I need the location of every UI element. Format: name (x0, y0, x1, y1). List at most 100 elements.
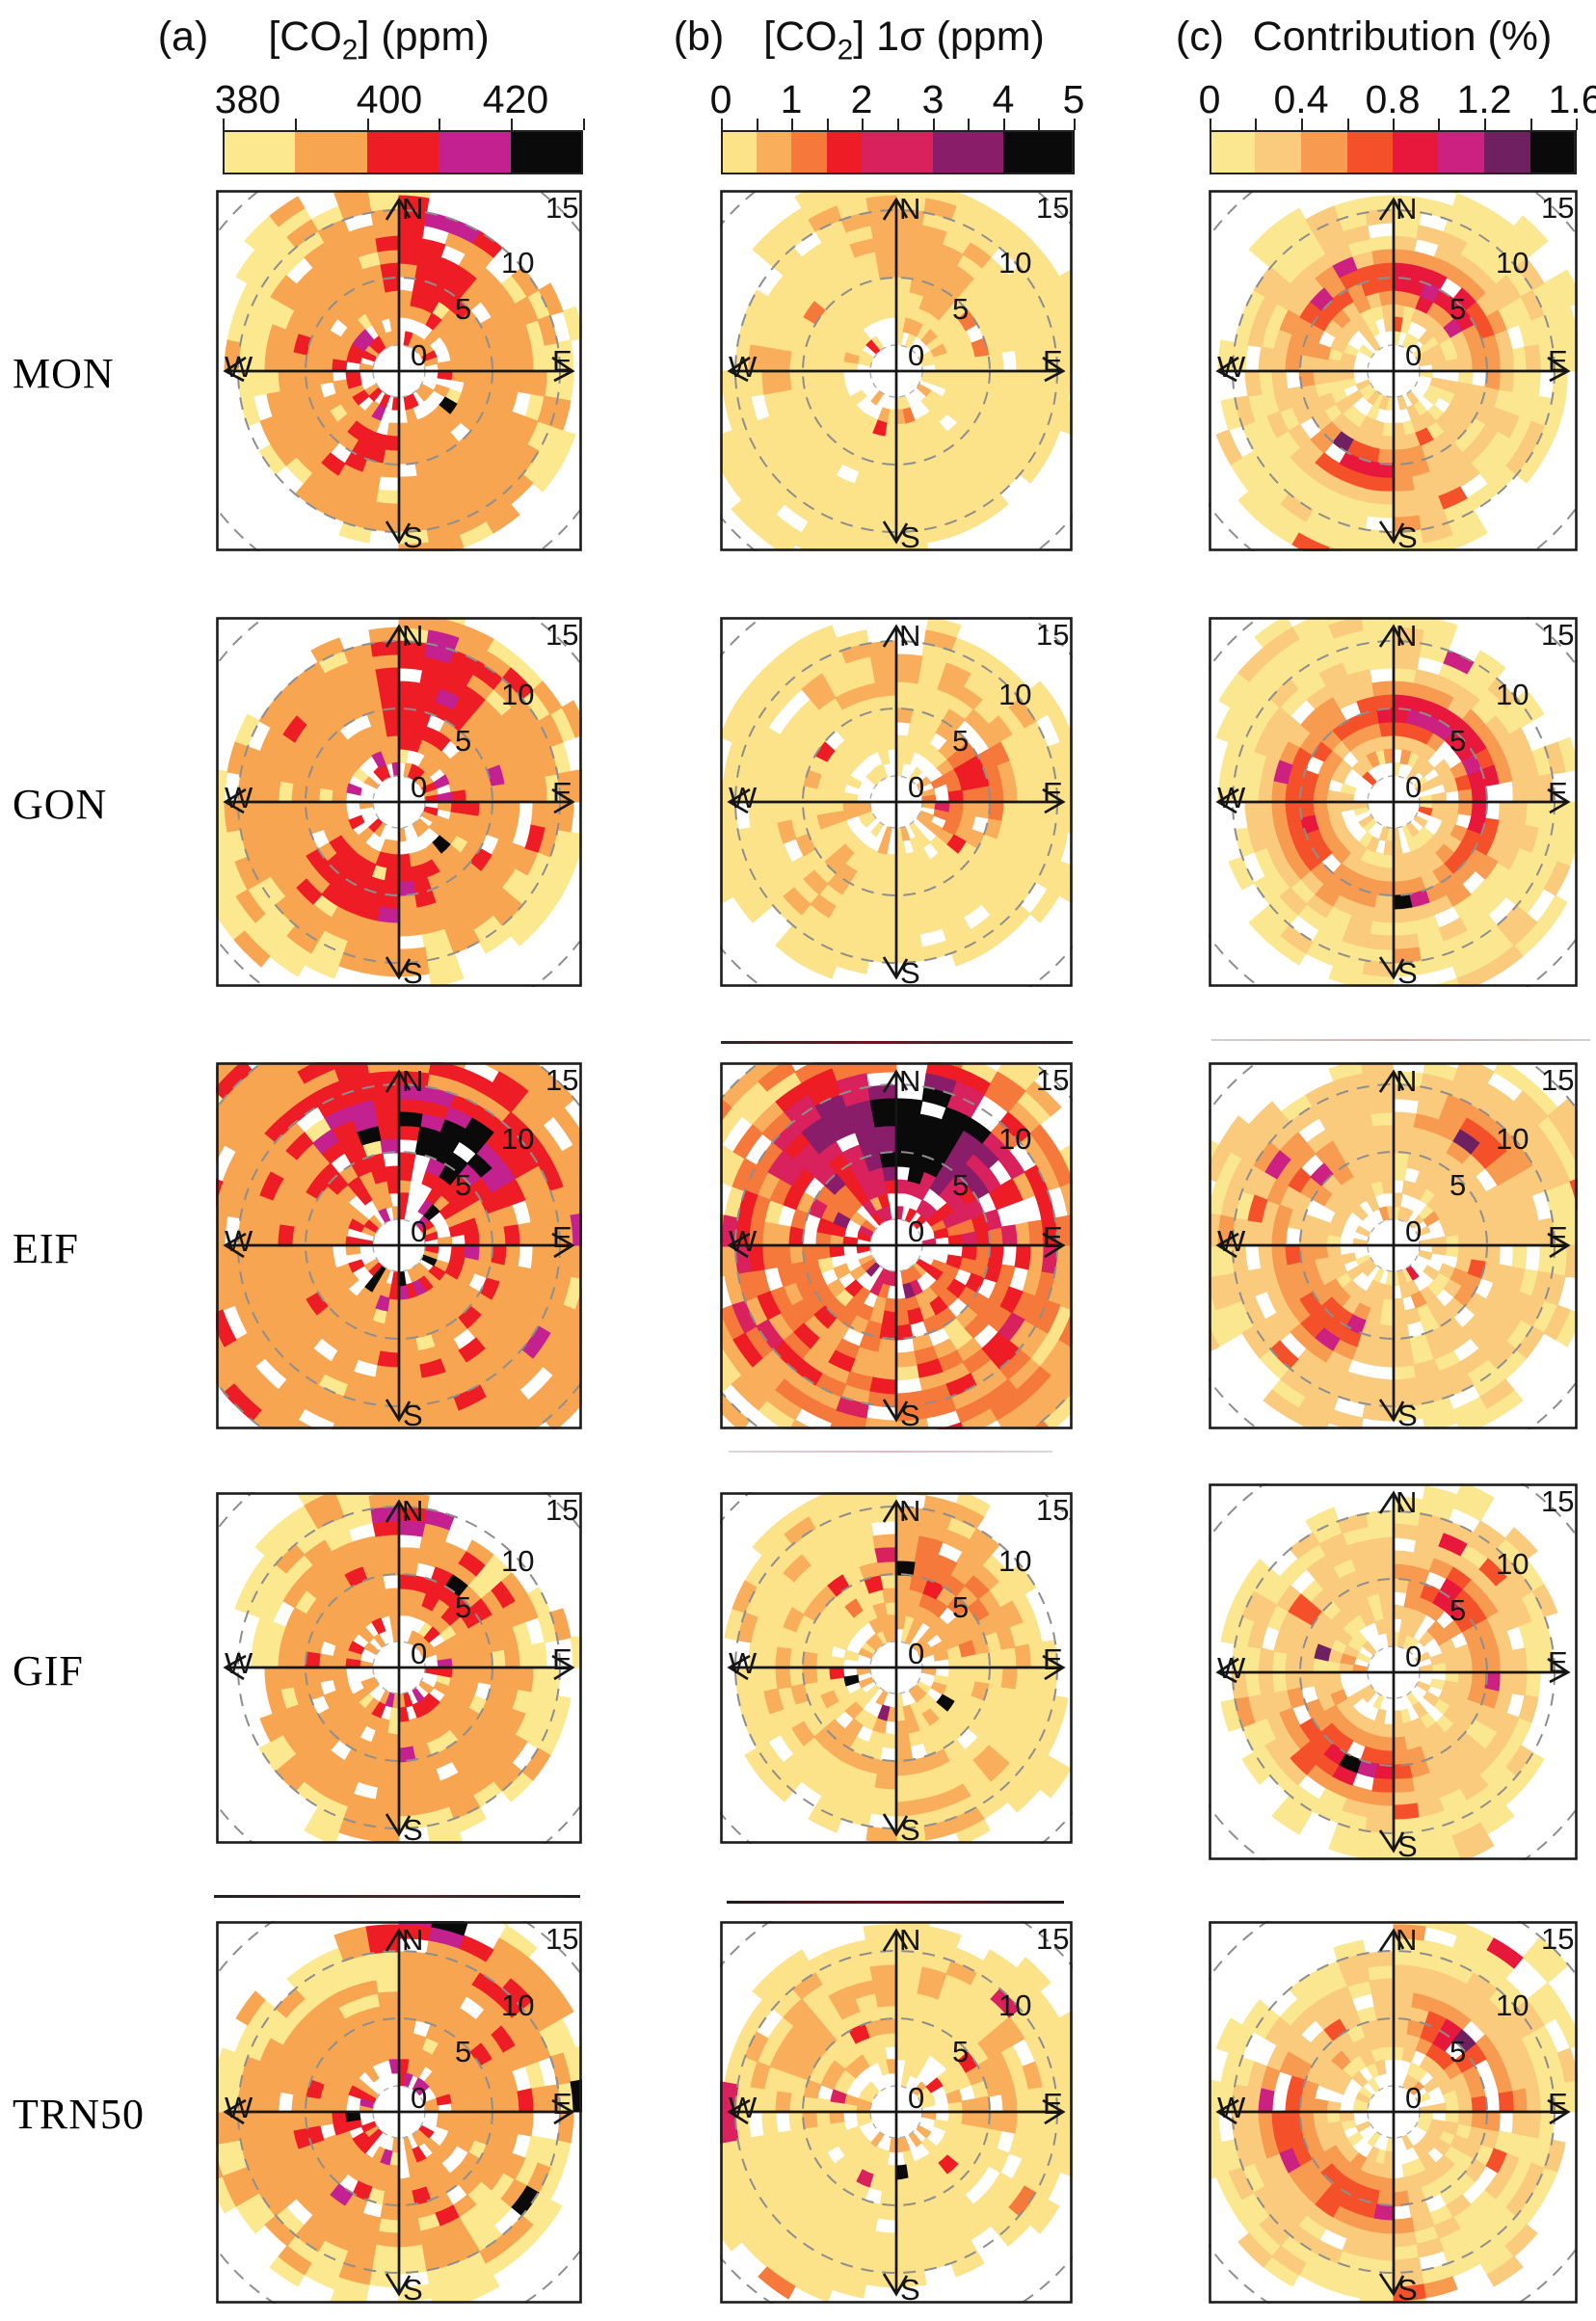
svg-text:5: 5 (952, 2035, 969, 2068)
svg-text:0: 0 (411, 1637, 427, 1670)
svg-text:N: N (1396, 619, 1417, 653)
svg-text:S: S (403, 1813, 423, 1844)
svg-text:N: N (402, 1923, 423, 1957)
svg-text:5: 5 (952, 292, 969, 326)
svg-text:15: 15 (545, 191, 578, 225)
svg-text:W: W (225, 2091, 253, 2124)
svg-text:E: E (1548, 1645, 1568, 1679)
svg-text:S: S (403, 520, 423, 551)
svg-text:W: W (1217, 1224, 1246, 1258)
svg-text:E: E (1548, 776, 1568, 810)
svg-text:W: W (225, 1224, 253, 1258)
svg-text:10: 10 (998, 1544, 1031, 1578)
svg-text:15: 15 (1541, 191, 1574, 225)
svg-text:0: 0 (411, 770, 427, 804)
svg-text:S: S (900, 520, 920, 551)
svg-text:5: 5 (1450, 1593, 1466, 1627)
svg-text:E: E (1043, 344, 1063, 378)
svg-text:10: 10 (998, 1122, 1031, 1156)
svg-text:N: N (1396, 1485, 1417, 1519)
svg-text:W: W (1217, 350, 1246, 384)
svg-text:5: 5 (455, 1590, 471, 1624)
svg-text:0: 0 (1405, 770, 1422, 804)
svg-text:W: W (1217, 2091, 1246, 2124)
svg-text:15: 15 (1541, 1063, 1574, 1097)
svg-text:E: E (1548, 2087, 1568, 2121)
svg-text:S: S (403, 1399, 423, 1429)
svg-text:15: 15 (1036, 618, 1069, 652)
svg-text:10: 10 (1496, 1988, 1529, 2022)
svg-text:W: W (729, 1224, 758, 1258)
svg-text:0: 0 (908, 338, 924, 372)
svg-text:5: 5 (1450, 1168, 1466, 1202)
svg-text:10: 10 (1496, 246, 1529, 280)
svg-text:E: E (552, 1220, 572, 1254)
svg-text:15: 15 (545, 1063, 578, 1097)
svg-text:W: W (225, 1646, 253, 1680)
svg-text:W: W (729, 1646, 758, 1680)
svg-text:N: N (1396, 1923, 1417, 1957)
svg-text:0: 0 (411, 338, 427, 372)
svg-text:10: 10 (501, 1988, 534, 2022)
svg-text:W: W (225, 781, 253, 814)
svg-text:15: 15 (1036, 1922, 1069, 1956)
svg-text:E: E (1043, 776, 1063, 810)
svg-text:15: 15 (1541, 1484, 1574, 1518)
svg-text:5: 5 (455, 724, 471, 758)
svg-text:0: 0 (1405, 1640, 1422, 1673)
svg-text:E: E (552, 776, 572, 810)
svg-text:15: 15 (1036, 1063, 1069, 1097)
svg-text:10: 10 (501, 246, 534, 280)
svg-text:N: N (899, 1923, 920, 1957)
svg-text:5: 5 (455, 2035, 471, 2068)
svg-text:10: 10 (1496, 678, 1529, 711)
svg-text:5: 5 (952, 1168, 969, 1202)
svg-text:5: 5 (455, 292, 471, 326)
svg-text:W: W (729, 350, 758, 384)
svg-text:10: 10 (501, 1122, 534, 1156)
svg-text:0: 0 (908, 770, 924, 804)
svg-text:15: 15 (1541, 1922, 1574, 1956)
svg-text:S: S (1397, 1399, 1418, 1429)
svg-text:S: S (1397, 1829, 1418, 1860)
svg-text:S: S (403, 2273, 423, 2304)
svg-text:S: S (1397, 520, 1418, 551)
svg-text:S: S (900, 956, 920, 987)
svg-text:N: N (899, 192, 920, 226)
svg-text:S: S (900, 1399, 920, 1429)
svg-text:E: E (1043, 1642, 1063, 1676)
svg-text:E: E (1548, 344, 1568, 378)
svg-text:S: S (900, 2273, 920, 2304)
svg-text:10: 10 (998, 246, 1031, 280)
svg-text:0: 0 (908, 2081, 924, 2115)
svg-text:S: S (403, 956, 423, 987)
svg-text:10: 10 (998, 678, 1031, 711)
svg-text:E: E (552, 1642, 572, 1676)
svg-text:15: 15 (1036, 191, 1069, 225)
svg-text:S: S (900, 1813, 920, 1844)
svg-text:5: 5 (1450, 724, 1466, 758)
svg-text:10: 10 (501, 678, 534, 711)
svg-text:N: N (402, 192, 423, 226)
svg-text:10: 10 (501, 1544, 534, 1578)
svg-text:15: 15 (1541, 618, 1574, 652)
svg-text:15: 15 (545, 1493, 578, 1527)
svg-text:E: E (552, 344, 572, 378)
svg-text:5: 5 (1450, 292, 1466, 326)
svg-text:0: 0 (908, 1214, 924, 1248)
svg-text:E: E (552, 2087, 572, 2121)
svg-text:N: N (1396, 192, 1417, 226)
svg-text:N: N (899, 1064, 920, 1098)
svg-text:E: E (1548, 1220, 1568, 1254)
svg-text:15: 15 (1036, 1493, 1069, 1527)
svg-text:N: N (402, 1064, 423, 1098)
svg-text:5: 5 (952, 724, 969, 758)
svg-text:W: W (1217, 781, 1246, 814)
svg-text:N: N (402, 1494, 423, 1528)
svg-text:10: 10 (1496, 1547, 1529, 1581)
svg-text:0: 0 (908, 1637, 924, 1670)
svg-text:5: 5 (455, 1168, 471, 1202)
svg-text:N: N (1396, 1064, 1417, 1098)
svg-text:E: E (1043, 2087, 1063, 2121)
svg-text:15: 15 (545, 1922, 578, 1956)
